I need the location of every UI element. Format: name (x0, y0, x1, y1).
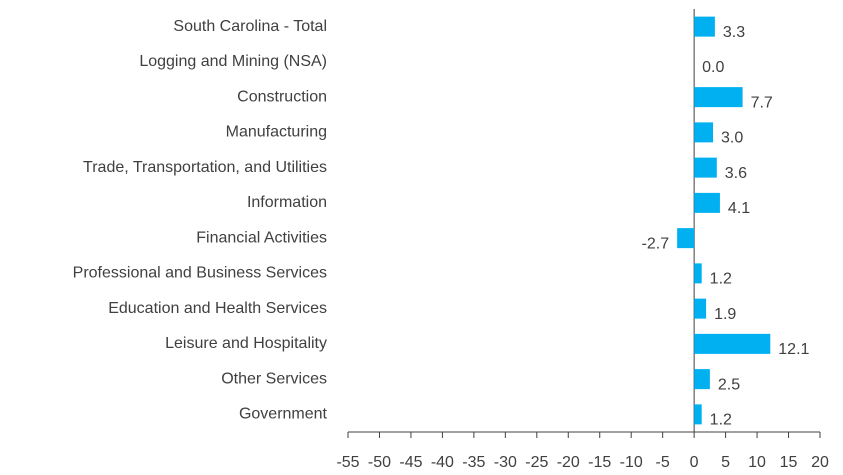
value-label: 1.2 (710, 271, 732, 288)
bar (694, 263, 702, 284)
x-tick-label: -50 (368, 454, 391, 471)
x-tick-label: 0 (690, 454, 699, 471)
y-tick-label: South Carolina - Total (173, 18, 327, 35)
y-tick-label: Information (247, 194, 327, 211)
y-tick-label: Leisure and Hospitality (165, 335, 327, 352)
x-tick-label: 5 (721, 454, 730, 471)
x-tick-label: 15 (780, 454, 798, 471)
value-label: 1.2 (710, 412, 732, 429)
x-tick-label: -5 (656, 454, 670, 471)
bar (694, 192, 720, 213)
x-tick-label: -25 (525, 454, 548, 471)
bar (694, 369, 710, 390)
value-label: 1.9 (714, 306, 736, 323)
x-tick-label: -15 (588, 454, 611, 471)
y-tick-label: Financial Activities (196, 229, 327, 246)
value-label: -2.7 (642, 235, 670, 252)
x-tick-label: 10 (748, 454, 766, 471)
y-tick-label: Government (239, 406, 328, 423)
y-tick-label: Logging and Mining (NSA) (139, 53, 327, 70)
y-tick-label: Construction (237, 88, 327, 105)
value-label: 7.7 (751, 94, 773, 111)
y-tick-label: Education and Health Services (108, 300, 327, 317)
bar (694, 298, 707, 319)
y-tick-label: Manufacturing (226, 124, 327, 141)
bar (677, 228, 695, 249)
y-tick-label: Other Services (221, 370, 327, 387)
bar (694, 16, 715, 37)
x-tick-label: -35 (462, 454, 485, 471)
x-tick-label: -30 (494, 454, 517, 471)
bar (694, 333, 771, 354)
value-label: 3.6 (725, 165, 747, 182)
value-label: 0.0 (702, 59, 724, 76)
bar (694, 404, 702, 425)
bar (694, 87, 743, 108)
x-tick-label: -55 (336, 454, 359, 471)
value-label: 3.0 (721, 130, 743, 147)
bar (694, 122, 714, 143)
x-tick-label: -20 (557, 454, 580, 471)
value-label: 12.1 (778, 341, 809, 358)
x-tick-label: -40 (431, 454, 454, 471)
y-tick-label: Trade, Transportation, and Utilities (83, 159, 327, 176)
x-tick-label: -10 (620, 454, 643, 471)
value-label: 4.1 (728, 200, 750, 217)
value-label: 2.5 (718, 376, 740, 393)
x-tick-label: -45 (399, 454, 422, 471)
value-label: 3.3 (723, 24, 745, 41)
x-tick-label: 20 (811, 454, 829, 471)
y-tick-label: Professional and Business Services (73, 265, 327, 282)
bar (694, 157, 717, 178)
